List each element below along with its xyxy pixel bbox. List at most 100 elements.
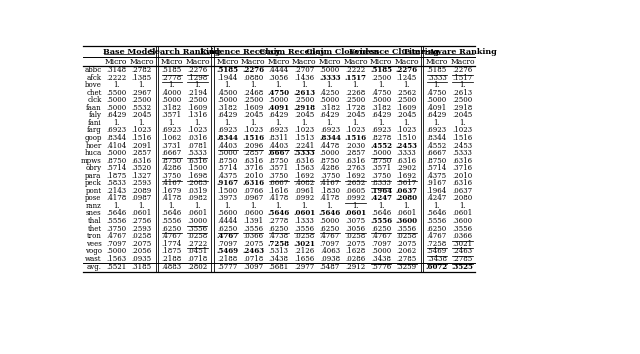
- Text: .0601: .0601: [344, 210, 367, 217]
- Text: .4167: .4167: [162, 179, 182, 187]
- Text: .3438: .3438: [427, 255, 447, 263]
- Text: .1692: .1692: [346, 172, 365, 180]
- Text: .5521: .5521: [106, 263, 126, 271]
- Text: .7258: .7258: [427, 240, 447, 248]
- Text: .1628: .1628: [346, 247, 365, 255]
- Text: 1.: 1.: [250, 202, 257, 210]
- Text: .0601: .0601: [452, 210, 472, 217]
- Text: .5776: .5776: [371, 263, 391, 271]
- Text: .4082: .4082: [294, 179, 314, 187]
- Text: .5681: .5681: [269, 263, 289, 271]
- Text: .8344: .8344: [106, 134, 126, 142]
- Text: .4500: .4500: [218, 89, 238, 97]
- Text: .4444: .4444: [218, 217, 238, 225]
- Text: vogo: vogo: [84, 247, 102, 255]
- Text: .5000: .5000: [320, 217, 340, 225]
- Text: 1.: 1.: [301, 202, 308, 210]
- Text: .2500: .2500: [131, 96, 152, 104]
- Text: para: para: [85, 172, 102, 180]
- Text: 1.: 1.: [194, 202, 201, 210]
- Text: .6429: .6429: [320, 112, 340, 119]
- Text: .4478: .4478: [320, 142, 340, 150]
- Text: .0258: .0258: [188, 232, 207, 240]
- Text: .1563: .1563: [106, 255, 126, 263]
- Text: .4883: .4883: [162, 263, 182, 271]
- Text: .1728: .1728: [346, 104, 365, 112]
- Text: .5185: .5185: [162, 66, 182, 74]
- Text: .1023: .1023: [397, 126, 417, 135]
- Text: .3182: .3182: [371, 104, 391, 112]
- Text: afck: afck: [86, 74, 102, 82]
- Text: .8750: .8750: [320, 157, 340, 165]
- Text: 1.: 1.: [403, 81, 410, 89]
- Text: Macro: Macro: [394, 58, 419, 66]
- Text: .1563: .1563: [294, 164, 314, 172]
- Text: 1.: 1.: [275, 202, 282, 210]
- Text: .5333: .5333: [188, 149, 207, 157]
- Text: .0258: .0258: [346, 232, 365, 240]
- Text: .5000: .5000: [162, 96, 182, 104]
- Text: Macro: Macro: [241, 58, 266, 66]
- Text: 1.: 1.: [275, 81, 282, 89]
- Text: .6072: .6072: [426, 263, 448, 271]
- Text: .0258: .0258: [131, 232, 152, 240]
- Text: .0451: .0451: [188, 247, 207, 255]
- Text: .5556: .5556: [106, 217, 126, 225]
- Text: .3556: .3556: [397, 224, 417, 233]
- Text: .9167: .9167: [427, 179, 447, 187]
- Text: .2652: .2652: [346, 179, 365, 187]
- Text: .8311: .8311: [269, 134, 289, 142]
- Text: .1023: .1023: [452, 126, 472, 135]
- Text: pont: pont: [86, 187, 102, 195]
- Text: .2080: .2080: [396, 194, 418, 202]
- Text: .5646: .5646: [319, 210, 341, 217]
- Text: .5000: .5000: [371, 149, 391, 157]
- Text: .4750: .4750: [371, 89, 391, 97]
- Text: .1656: .1656: [294, 255, 314, 263]
- Text: .2500: .2500: [243, 96, 263, 104]
- Text: .4375: .4375: [427, 172, 447, 180]
- Text: .6316: .6316: [397, 157, 417, 165]
- Text: .3750: .3750: [162, 172, 182, 180]
- Text: .1517: .1517: [452, 74, 472, 82]
- Text: .3556: .3556: [243, 224, 263, 233]
- Text: .5646: .5646: [268, 210, 290, 217]
- Text: .4104: .4104: [106, 142, 126, 150]
- Text: 1.: 1.: [301, 81, 308, 89]
- Text: .3333: .3333: [427, 74, 447, 82]
- Text: .3097: .3097: [243, 263, 263, 271]
- Text: .2463: .2463: [452, 247, 472, 255]
- Text: .3056: .3056: [269, 74, 289, 82]
- Text: .2075: .2075: [243, 240, 263, 248]
- Text: clck: clck: [88, 96, 102, 104]
- Text: .2857: .2857: [243, 149, 263, 157]
- Text: .8750: .8750: [106, 157, 126, 165]
- Text: farg: farg: [87, 126, 102, 135]
- Text: .2188: .2188: [218, 255, 238, 263]
- Text: Micro: Micro: [268, 58, 290, 66]
- Text: .4750: .4750: [268, 89, 290, 97]
- Text: .2045: .2045: [346, 112, 365, 119]
- Text: 1.: 1.: [224, 202, 231, 210]
- Text: .4767: .4767: [371, 232, 391, 240]
- Text: abbc: abbc: [84, 66, 102, 74]
- Text: .2857: .2857: [346, 149, 365, 157]
- Text: .2707: .2707: [294, 66, 314, 74]
- Text: .4444: .4444: [269, 66, 289, 74]
- Text: .3056: .3056: [346, 224, 365, 233]
- Text: Micro: Micro: [319, 58, 341, 66]
- Text: .3182: .3182: [162, 104, 182, 112]
- Text: .2241: .2241: [294, 142, 314, 150]
- Text: .4063: .4063: [320, 247, 340, 255]
- Text: .0366: .0366: [243, 232, 263, 240]
- Text: .1298: .1298: [188, 74, 207, 82]
- Text: Evidence Clustering: Evidence Clustering: [349, 48, 439, 56]
- Text: .6250: .6250: [162, 224, 182, 233]
- Text: .4091: .4091: [427, 104, 447, 112]
- Text: .0935: .0935: [132, 255, 152, 263]
- Text: .5714: .5714: [427, 164, 447, 172]
- Text: .6316: .6316: [294, 157, 314, 165]
- Text: .2500: .2500: [397, 96, 417, 104]
- Text: thet: thet: [88, 224, 102, 233]
- Text: .3259: .3259: [397, 263, 417, 271]
